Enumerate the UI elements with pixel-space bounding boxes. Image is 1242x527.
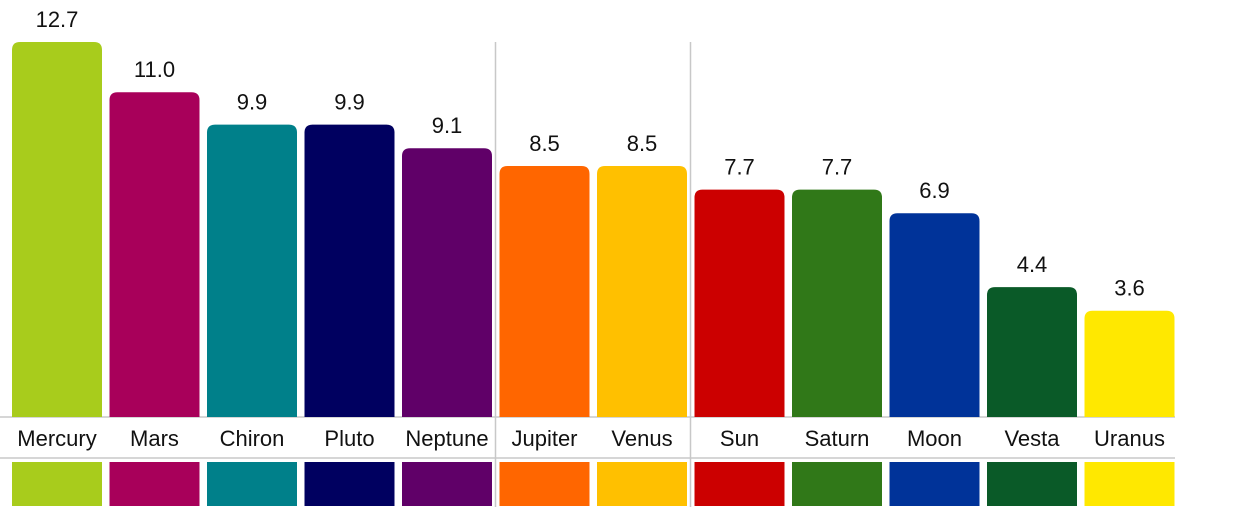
value-label: 12.7 — [36, 7, 79, 32]
value-label: 7.7 — [724, 154, 755, 179]
bar — [402, 148, 492, 418]
value-label: 3.6 — [1114, 276, 1145, 301]
bar — [597, 166, 687, 417]
x-tick-label: Venus — [611, 426, 672, 451]
x-tick-label: Jupiter — [511, 426, 577, 451]
color-swatch — [402, 462, 492, 506]
bar — [889, 213, 980, 417]
x-tick-label: Sun — [720, 426, 759, 451]
bar — [792, 189, 882, 417]
bar — [1084, 310, 1175, 417]
bar — [304, 124, 395, 418]
color-swatch — [1084, 462, 1175, 506]
color-swatch — [109, 462, 200, 506]
color-swatch — [694, 462, 785, 506]
value-label: 6.9 — [919, 178, 950, 203]
bar — [499, 166, 590, 417]
x-tick-label: Mercury — [17, 426, 96, 451]
color-swatch — [499, 462, 590, 506]
bar — [207, 124, 297, 418]
color-swatch — [597, 462, 687, 506]
color-swatch — [792, 462, 882, 506]
x-tick-label: Pluto — [324, 426, 374, 451]
color-swatch — [889, 462, 980, 506]
color-swatch — [987, 462, 1077, 506]
x-tick-label: Chiron — [220, 426, 285, 451]
value-label: 11.0 — [134, 57, 175, 82]
x-tick-label: Uranus — [1094, 426, 1165, 451]
color-swatch — [207, 462, 297, 506]
value-label: 8.5 — [529, 131, 560, 156]
value-label: 9.9 — [334, 89, 365, 114]
x-tick-label: Moon — [907, 426, 962, 451]
value-label: 4.4 — [1017, 252, 1048, 277]
color-swatch — [304, 462, 395, 506]
value-label: 8.5 — [627, 131, 658, 156]
bar — [694, 189, 785, 417]
value-label: 9.1 — [432, 113, 463, 138]
value-label: 7.7 — [822, 154, 853, 179]
x-tick-label: Mars — [130, 426, 179, 451]
bar — [12, 42, 102, 417]
x-tick-label: Neptune — [405, 426, 488, 451]
color-swatch — [12, 462, 102, 506]
bar — [987, 287, 1077, 417]
x-tick-label: Vesta — [1004, 426, 1060, 451]
bar — [109, 92, 200, 418]
x-tick-label: Saturn — [805, 426, 870, 451]
value-label: 9.9 — [237, 89, 268, 114]
